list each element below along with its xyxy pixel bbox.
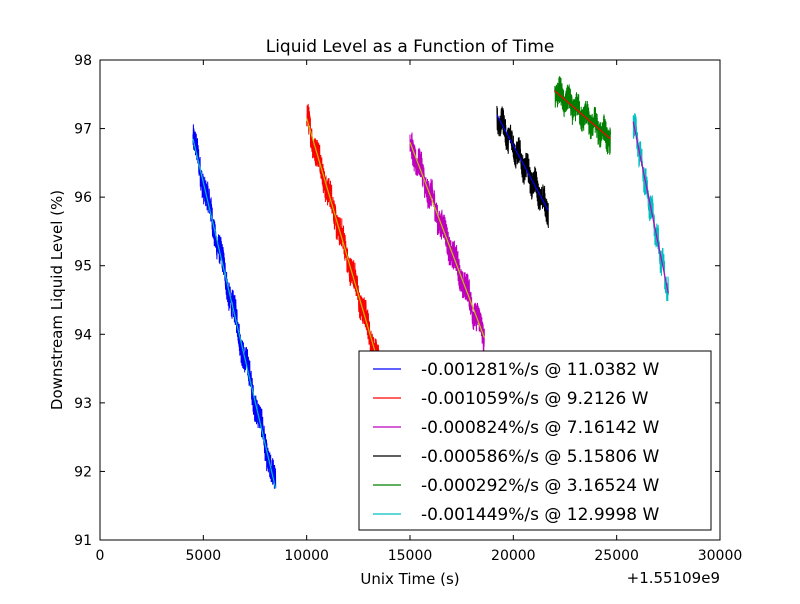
series-fit-line bbox=[306, 118, 382, 373]
series-fit-line bbox=[554, 90, 611, 140]
x-tick-label: 0 bbox=[96, 548, 105, 564]
legend-box bbox=[358, 350, 712, 531]
series-0 bbox=[192, 124, 277, 489]
legend-label: -0.000824%/s @ 7.16142 W bbox=[421, 418, 659, 438]
y-tick-label: 98 bbox=[74, 53, 92, 69]
x-tick-label: 15000 bbox=[388, 548, 433, 564]
x-tick-label: 10000 bbox=[284, 548, 329, 564]
ticks-layer: 0 5000 10000 15000 20000 25000 30000 91 92 93 94 95… bbox=[74, 53, 742, 564]
legend-item: -0.001449%/s @ 12.9998 W bbox=[373, 505, 659, 525]
series-fit-line bbox=[496, 114, 549, 212]
legend-item: -0.000586%/s @ 5.15806 W bbox=[373, 447, 659, 467]
legend-label: -0.001449%/s @ 12.9998 W bbox=[421, 505, 659, 525]
y-tick-label: 97 bbox=[74, 122, 92, 138]
y-tick-label: 95 bbox=[74, 259, 92, 275]
series-trace bbox=[554, 76, 611, 155]
x-tick-label: 30000 bbox=[698, 548, 743, 564]
x-tick-label: 20000 bbox=[491, 548, 536, 564]
legend-item: -0.000292%/s @ 3.16524 W bbox=[373, 476, 659, 496]
legend: -0.001281%/s @ 11.0382 W -0.001059%/s @ 9… bbox=[358, 350, 712, 531]
chart-title: Liquid Level as a Function of Time bbox=[266, 37, 555, 57]
y-tick-label: 96 bbox=[74, 190, 92, 206]
series-trace bbox=[306, 103, 382, 382]
series-2 bbox=[409, 132, 485, 354]
series-fit-line bbox=[192, 138, 277, 489]
x-offset-label: +1.55109e9 bbox=[627, 569, 720, 587]
series-5 bbox=[632, 113, 669, 302]
y-tick-label: 93 bbox=[74, 396, 92, 412]
legend-item: -0.001059%/s @ 9.2126 W bbox=[373, 389, 649, 409]
series-1 bbox=[306, 103, 382, 382]
legend-item: -0.000824%/s @ 7.16142 W bbox=[373, 418, 659, 438]
legend-label: -0.001281%/s @ 11.0382 W bbox=[421, 360, 659, 380]
y-tick-label: 94 bbox=[74, 327, 92, 343]
x-axis-label: Unix Time (s) bbox=[360, 570, 459, 588]
y-tick-label: 92 bbox=[74, 464, 92, 480]
series-layer bbox=[192, 76, 669, 489]
series-trace bbox=[496, 105, 549, 229]
y-axis-label: Downstream Liquid Level (%) bbox=[48, 190, 66, 410]
x-tick-label: 25000 bbox=[594, 548, 639, 564]
series-4 bbox=[554, 76, 611, 155]
series-fit-line bbox=[632, 121, 669, 294]
series-trace bbox=[409, 132, 485, 354]
series-3 bbox=[496, 105, 549, 229]
series-fit-line bbox=[409, 142, 485, 338]
y-tick-label: 91 bbox=[74, 533, 92, 549]
x-tick-label: 5000 bbox=[186, 548, 222, 564]
legend-label: -0.001059%/s @ 9.2126 W bbox=[421, 389, 649, 409]
legend-item: -0.001281%/s @ 11.0382 W bbox=[373, 360, 659, 380]
legend-label: -0.000292%/s @ 3.16524 W bbox=[421, 476, 659, 496]
legend-label: -0.000586%/s @ 5.15806 W bbox=[421, 447, 659, 467]
